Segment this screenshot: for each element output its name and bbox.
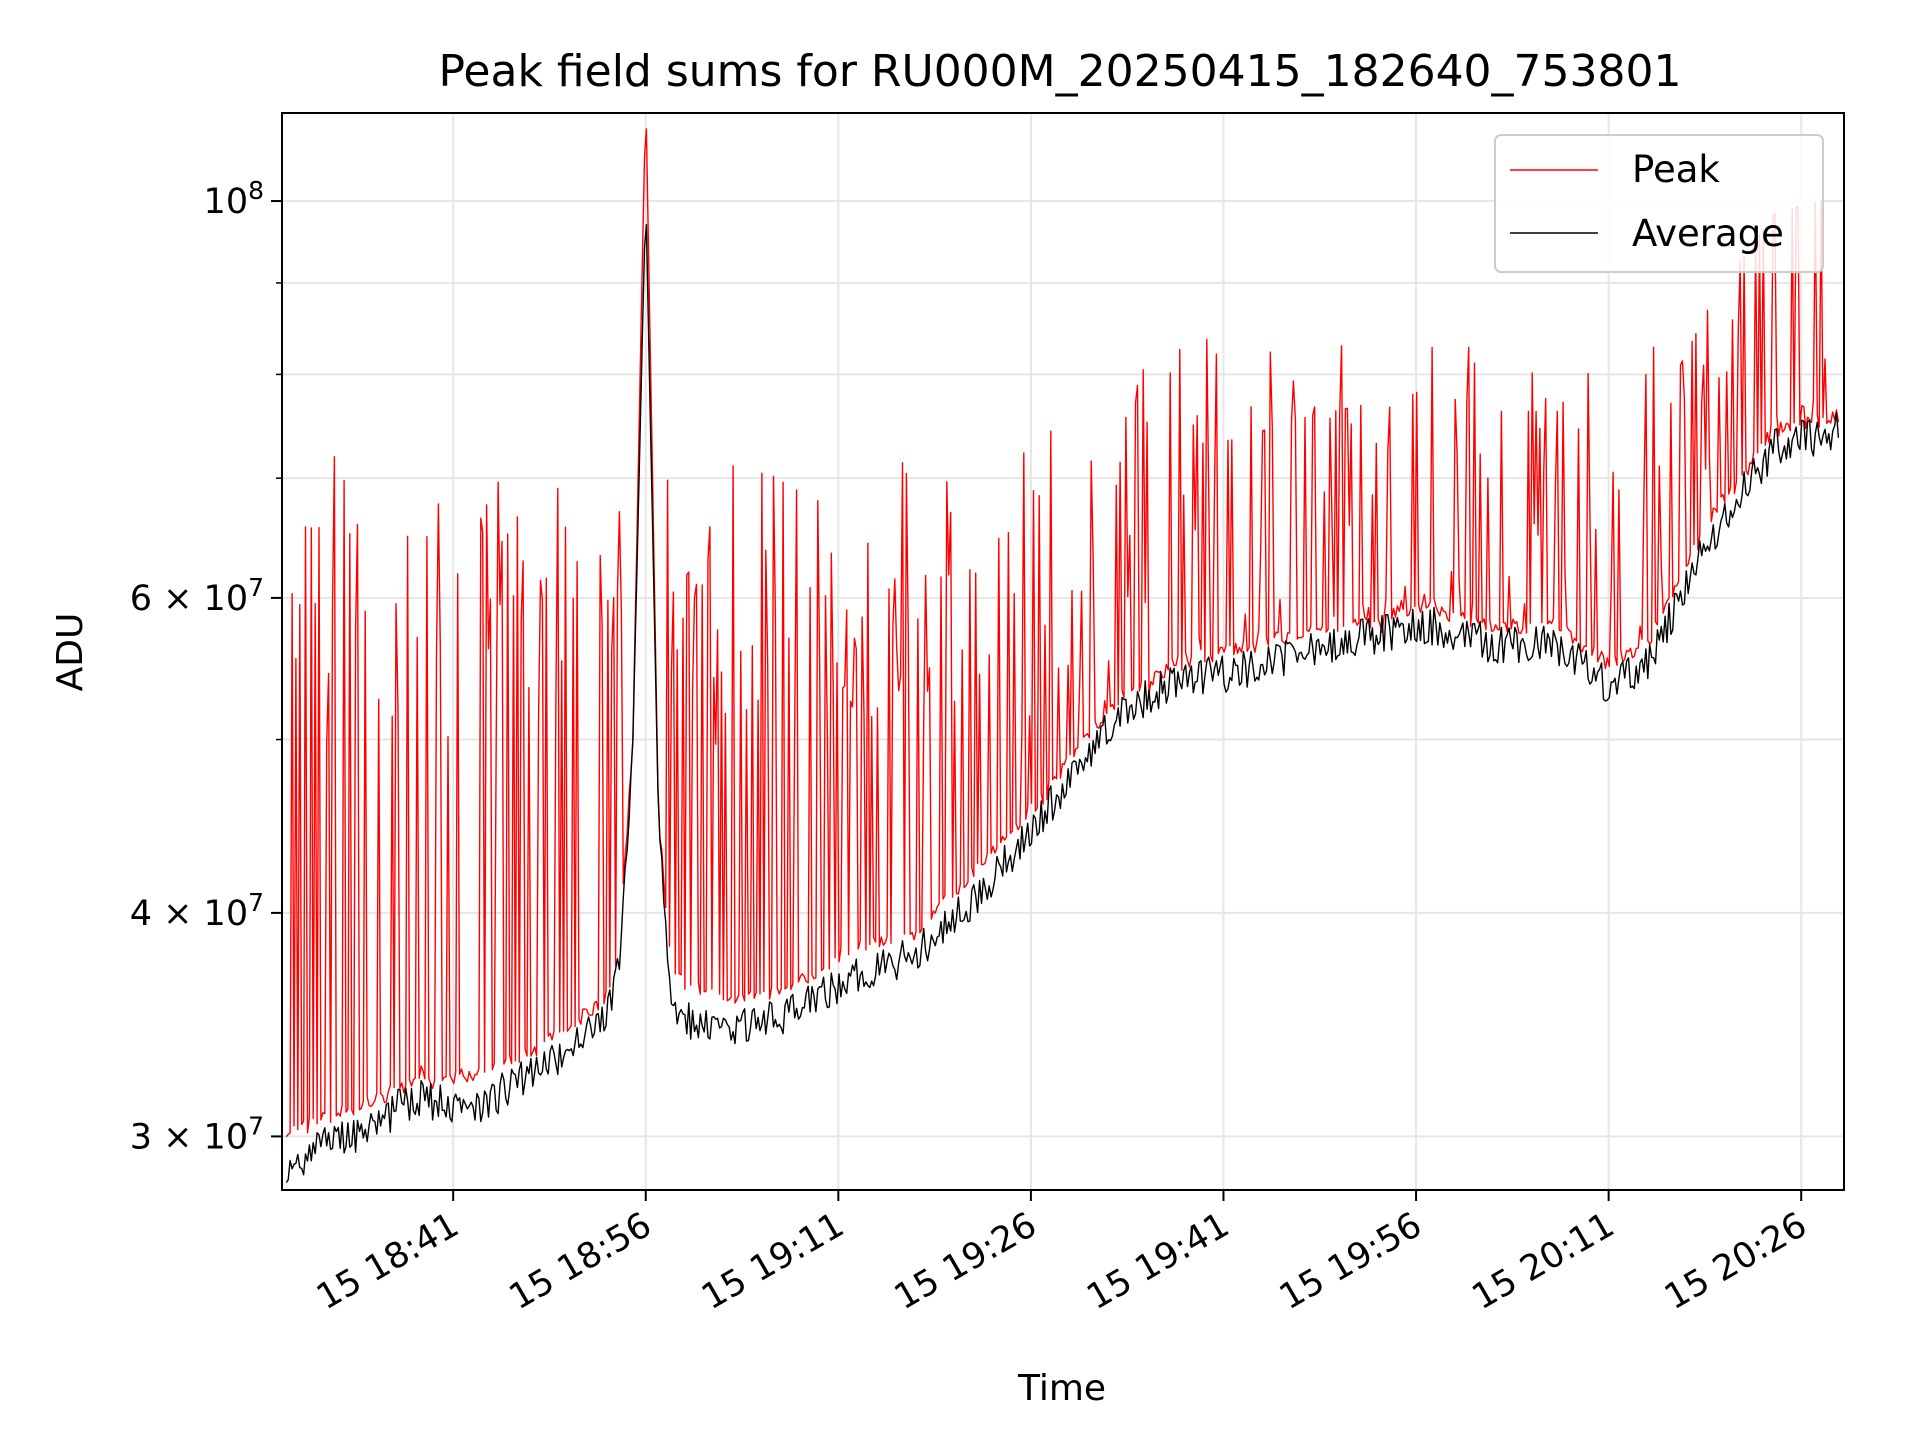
x-tick-label: 15 20:26 xyxy=(1658,1205,1814,1318)
y-axis-label: ADU xyxy=(50,613,91,692)
y-axis: 108 6 × 107 4 × 107 3 × 107 xyxy=(130,176,282,1157)
y-tick-label: 4 × 107 xyxy=(130,888,264,934)
y-tick-label: 3 × 107 xyxy=(130,1111,264,1157)
x-tick-label: 15 19:41 xyxy=(1080,1205,1236,1318)
x-tick-label: 15 19:11 xyxy=(695,1205,851,1318)
x-axis-label: Time xyxy=(1017,1368,1106,1409)
y-tick-label: 6 × 107 xyxy=(130,573,264,619)
plot-frame xyxy=(281,112,1845,1191)
x-axis: 15 18:41 15 18:56 15 19:11 15 19:26 15 19:41… xyxy=(310,1190,1814,1318)
x-tick-label: 15 18:41 xyxy=(310,1205,466,1318)
legend-average-label: Average xyxy=(1632,212,1784,255)
x-tick-label: 15 18:56 xyxy=(503,1205,659,1318)
legend-peak-label: Peak xyxy=(1632,148,1720,191)
peak-series-line xyxy=(285,128,1840,1138)
x-tick-label: 15 20:11 xyxy=(1466,1205,1622,1318)
average-series-line xyxy=(285,224,1840,1183)
x-tick-label: 15 19:56 xyxy=(1273,1205,1429,1318)
chart-title: Peak field sums for RU000M_20250415_1826… xyxy=(438,46,1681,97)
y-tick-label: 108 xyxy=(204,176,264,222)
legend: Peak Average xyxy=(1494,134,1824,273)
x-tick-label: 15 19:26 xyxy=(888,1205,1044,1318)
series-layer xyxy=(285,128,1840,1183)
